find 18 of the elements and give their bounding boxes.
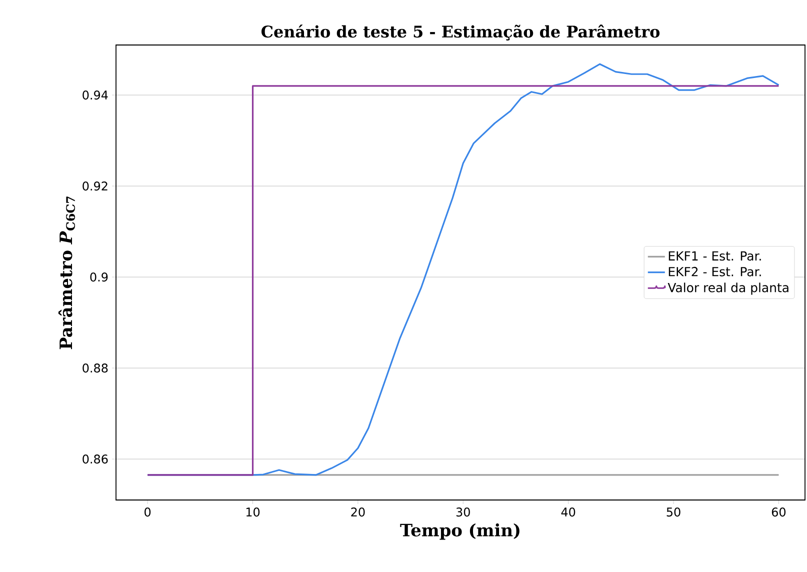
x-tick-label: 50	[666, 508, 680, 517]
x-tick-label: 20	[351, 508, 365, 517]
x-tick-label: 0	[144, 508, 151, 517]
legend-label: Valor real da planta	[668, 282, 788, 295]
y-tick-label: 0.92	[82, 182, 108, 191]
chart-title: Cenário de teste 5 - Estimação de Parâmetro	[261, 24, 660, 40]
y-tick-label: 0.86	[82, 454, 108, 464]
x-tick-label: 30	[456, 508, 470, 517]
x-axis-title: Tempo (min)	[400, 523, 520, 540]
x-tick-label: 40	[561, 508, 576, 517]
legend-label: EKF1 - Est. Par.	[668, 251, 761, 261]
legend-label: EKF2 - Est. Par.	[668, 266, 761, 276]
x-tick-label: 10	[246, 508, 260, 517]
y-tick-label: 0.9	[90, 272, 108, 282]
y-tick-label: 0.94	[82, 90, 108, 100]
x-tick-label: 60	[772, 508, 786, 517]
y-tick-label: 0.88	[82, 364, 108, 373]
y-axis-title: Parâmetro P$_{C6C7}$	[58, 196, 76, 350]
